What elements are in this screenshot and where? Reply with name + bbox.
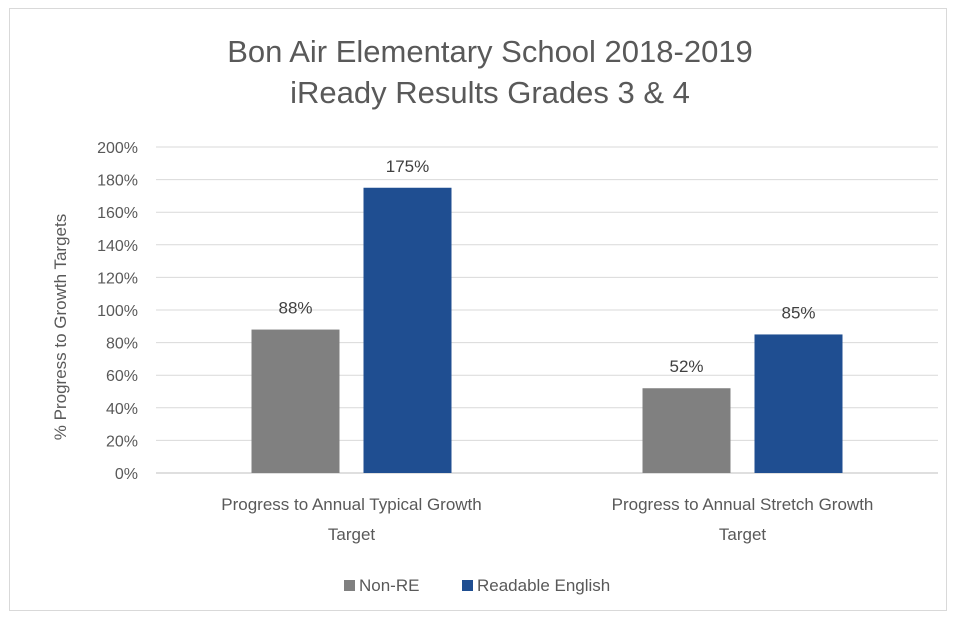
- y-axis-ticks: 0% 20% 40% 60% 80% 100% 120% 140% 160% 180% 200%: [97, 140, 138, 483]
- bar-non-re: [642, 388, 731, 473]
- y-tick-label: 120%: [97, 270, 138, 287]
- bar-non-re: [251, 329, 340, 473]
- y-tick-label: 0%: [115, 466, 138, 483]
- y-tick-label: 160%: [97, 205, 138, 222]
- data-label: 85%: [781, 303, 815, 322]
- y-tick-label: 200%: [97, 140, 138, 157]
- x-axis-categories: Progress to Annual Typical Growth Target P…: [221, 495, 873, 544]
- x-category-label: Progress to Annual Stretch Growth: [612, 495, 874, 514]
- data-label: 175%: [386, 157, 429, 176]
- y-tick-label: 100%: [97, 303, 138, 320]
- legend-swatch: [344, 580, 355, 591]
- x-category-label: Target: [328, 525, 376, 544]
- y-tick-label: 40%: [106, 401, 138, 418]
- data-label: 88%: [278, 299, 312, 318]
- legend-label: Non-RE: [359, 576, 419, 595]
- bar-chart: Bon Air Elementary School 2018-2019 iRea…: [51, 34, 938, 595]
- chart-area: Bon Air Elementary School 2018-2019 iRea…: [9, 8, 947, 611]
- legend: Non-RE Readable English: [344, 576, 610, 595]
- data-label: 52%: [669, 357, 703, 376]
- y-tick-label: 80%: [106, 336, 138, 353]
- y-tick-label: 180%: [97, 173, 138, 190]
- chart-title-line-2: iReady Results Grades 3 & 4: [290, 75, 690, 110]
- chart-title-line-1: Bon Air Elementary School 2018-2019: [227, 34, 753, 69]
- bar-readable-english: [754, 334, 843, 473]
- y-axis-title: % Progress to Growth Targets: [51, 214, 70, 440]
- y-tick-label: 20%: [106, 433, 138, 450]
- legend-swatch: [462, 580, 473, 591]
- y-tick-label: 60%: [106, 368, 138, 385]
- chart-title: Bon Air Elementary School 2018-2019 iRea…: [227, 34, 753, 110]
- bars: [251, 187, 843, 473]
- legend-label: Readable English: [477, 576, 610, 595]
- x-category-label: Target: [719, 525, 767, 544]
- bar-readable-english: [363, 187, 452, 473]
- y-tick-label: 140%: [97, 238, 138, 255]
- data-labels: 88% 175% 52% 85%: [278, 157, 815, 376]
- x-category-label: Progress to Annual Typical Growth: [221, 495, 482, 514]
